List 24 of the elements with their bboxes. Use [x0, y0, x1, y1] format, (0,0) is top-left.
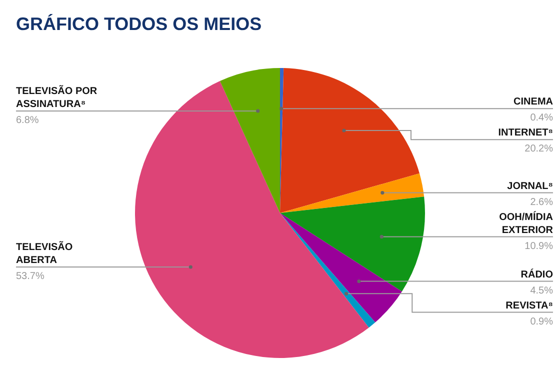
slice-label: INTERNET⁸ — [498, 128, 554, 139]
chart-title: GRÁFICO TODOS OS MEIOS — [16, 14, 262, 34]
pie-slice — [280, 173, 424, 213]
data-label: 0.4% — [530, 112, 554, 124]
slice-label: CINEMA — [514, 96, 553, 108]
data-label: 10.9% — [524, 240, 554, 252]
data-label: 6.8% — [16, 114, 39, 126]
data-label: 20.2% — [524, 144, 554, 155]
slice-label: TELEVISÃO POR ASSINATURA⁸ — [16, 84, 98, 110]
slice-label: RÁDIO — [520, 268, 554, 280]
data-label: 53.7% — [16, 270, 44, 282]
slice-label: TELEVISÃO ABERTA — [16, 240, 73, 266]
data-label: 0.9% — [530, 316, 554, 328]
pie-slice — [280, 213, 376, 328]
data-label: 4.5% — [530, 285, 554, 296]
pie-slice — [135, 81, 369, 358]
pie-slice — [280, 196, 425, 292]
pie-slice — [280, 68, 420, 213]
slice-label: OOH/MÍDIA EXTERIOR — [499, 210, 554, 236]
slice-label: JORNAL⁸ — [507, 180, 554, 192]
slice-label: REVISTA⁸ — [506, 300, 554, 312]
data-label: 2.6% — [530, 196, 554, 208]
pie-slice — [220, 68, 280, 213]
pie-slice — [280, 213, 402, 322]
